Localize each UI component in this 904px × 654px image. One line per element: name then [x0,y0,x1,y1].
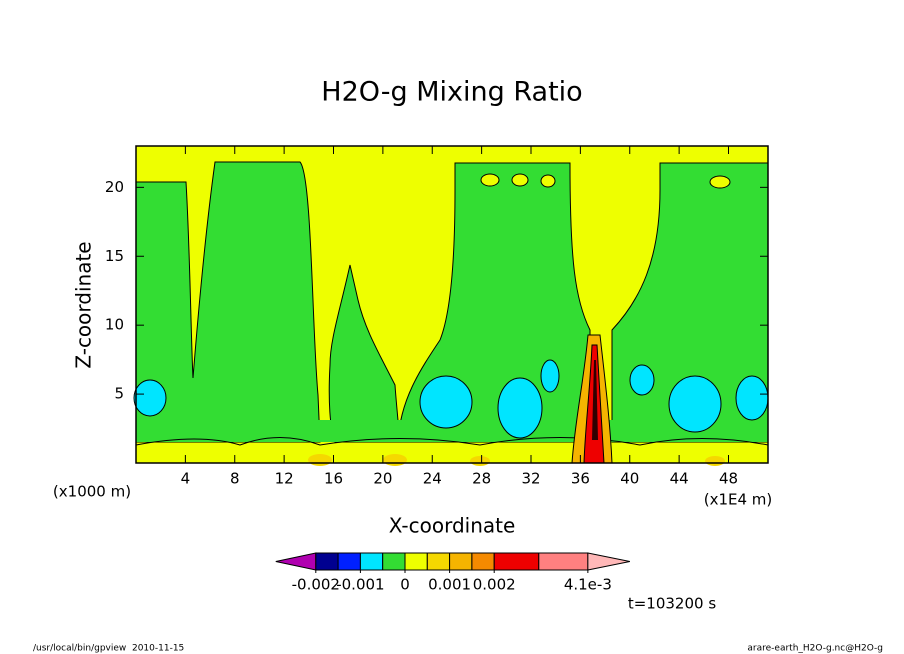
contour-region [592,360,598,440]
contour-region [470,456,490,466]
colorbar-label: -0.002 [292,576,340,594]
colorbar-box [315,552,339,571]
footer-right: arare-earth_H2O-g.nc@H2O-g [747,644,883,654]
contour-region [705,456,725,466]
colorbar-box [337,552,361,571]
x-unit-label: (x1E4 m) [704,491,773,509]
contour-region [383,454,407,466]
x-tick-label: 48 [719,470,738,488]
contour-region [668,375,722,433]
x-tick-label: 36 [571,470,590,488]
colorbar-box [359,552,384,571]
y-unit-label: (x1000 m) [53,483,131,501]
colorbar-end [587,552,630,571]
colorbar-label: 0.002 [473,576,516,594]
colorbar-box [449,552,473,571]
x-tick-label: 16 [324,470,343,488]
x-tick-label: 40 [620,470,639,488]
x-tick-label: 32 [521,470,540,488]
contour-region [540,174,556,188]
contour-field [133,146,769,466]
contour-region [540,359,560,393]
y-tick-label: 20 [105,178,124,196]
x-tick-label: 24 [423,470,442,488]
colorbar-label: 0.001 [428,576,471,594]
time-label: t=103200 s [628,595,716,613]
contour-region [419,375,473,429]
contour-region [629,364,655,396]
colorbar-box [404,552,428,571]
contour-region [497,377,543,439]
contour-region [511,173,529,187]
contour-line [135,437,769,446]
contour-region [135,161,321,443]
footer-left: /usr/local/bin/gpview 2010-11-15 [33,644,184,654]
contour-region [709,175,731,189]
x-tick-label: 4 [181,470,191,488]
x-axis-title: X-coordinate [389,514,516,538]
contour-region [735,375,769,421]
colorbar-label: 0 [400,576,410,594]
colorbar-box [538,552,589,571]
x-tick-label: 28 [472,470,491,488]
y-tick-label: 5 [114,385,124,403]
chart-title: H2O-g Mixing Ratio [321,77,582,108]
x-tick-label: 12 [275,470,294,488]
colorbar-box [471,552,495,571]
contour-region [133,379,167,417]
colorbar-box [493,552,540,571]
colorbar-label: -0.001 [336,576,384,594]
colorbar-box [382,552,406,571]
contour-region [308,454,332,466]
x-tick-label: 20 [373,470,392,488]
colorbar-box [426,552,451,571]
x-tick-label: 44 [670,470,689,488]
x-tick-label: 8 [230,470,240,488]
y-axis-title: Z-coordinate [72,241,96,368]
y-tick-label: 10 [105,316,124,334]
colorbar-label: 4.1e-3 [564,576,612,594]
contour-region [480,173,500,187]
y-tick-label: 15 [105,247,124,265]
plot-frame [135,145,769,464]
